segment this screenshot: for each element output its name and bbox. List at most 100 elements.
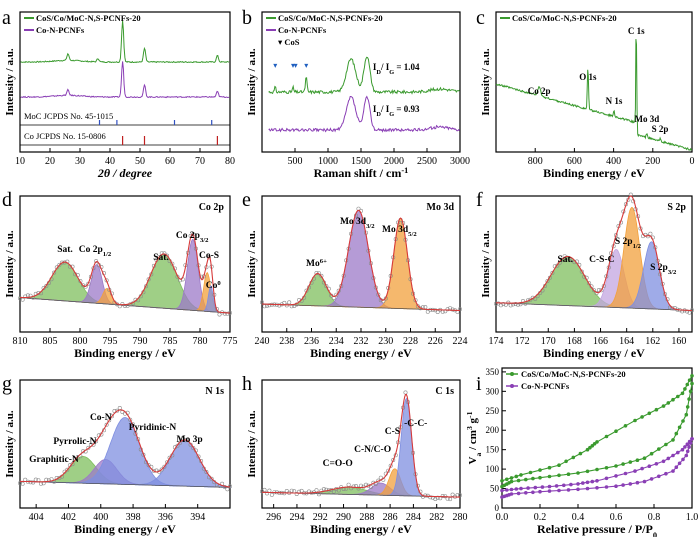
x-tick-label: 200	[645, 156, 660, 167]
isotherm-point	[661, 404, 666, 408]
x-tick-label: 400	[93, 512, 108, 523]
isotherm-point	[509, 487, 514, 492]
raw-data-point	[52, 270, 57, 275]
isotherm-point	[585, 486, 590, 491]
x-axis-label: Binding energy / eV	[543, 346, 645, 360]
raw-data-point	[284, 303, 289, 308]
isotherm-point	[554, 484, 559, 488]
x-tick-label: 168	[567, 336, 582, 347]
isotherm-point	[674, 465, 679, 470]
raw-data-point	[267, 488, 272, 493]
isotherm-point	[677, 425, 682, 430]
x-tick-label: 404	[29, 512, 44, 523]
raw-data-point	[107, 418, 112, 423]
x-tick-label: 170	[541, 336, 556, 347]
panel-letter: g	[2, 373, 12, 395]
x-tick-label: 284	[406, 512, 421, 523]
isotherm-point	[690, 381, 694, 386]
x-tick-label: 795	[103, 336, 118, 347]
raw-data-point	[94, 439, 99, 444]
panel-f: f 174 172 170 168 166 164 162 160 Binding energy …	[476, 189, 694, 360]
raw-data-point	[428, 495, 433, 500]
isotherm-point	[684, 412, 689, 417]
isotherm-point	[640, 415, 644, 419]
raw-data-point	[314, 488, 319, 493]
isotherm-point	[604, 466, 609, 470]
x-tick-label: 2000	[384, 156, 404, 167]
x-tick-label: 800	[73, 336, 88, 347]
x-tick-label: 172	[515, 336, 530, 347]
isotherm-point	[538, 468, 542, 472]
isotherm-point	[685, 442, 690, 447]
isotherm-point	[680, 447, 685, 452]
isotherm-point	[623, 471, 628, 476]
panel-a: a 10 20 30 40 50 60 70 80 2θ / degree Intensity / …	[2, 7, 235, 180]
raw-data-point	[209, 476, 214, 481]
x-tick-label: 232	[354, 336, 369, 347]
isotherm-point	[562, 483, 566, 488]
x-tick-label: 80	[225, 156, 235, 167]
raw-data-point	[319, 273, 324, 278]
peak-label: Co-N	[90, 413, 112, 423]
isotherm-point	[576, 471, 580, 475]
y-tick-label: 300	[486, 386, 500, 396]
panel-i: i 0.0 0.2 0.4 0.6 0.8 1.0 Relative pressure / P…	[465, 367, 699, 537]
raw-data-point	[324, 284, 329, 289]
cos-marker: ▾	[304, 61, 308, 70]
peak-label: C-S-C	[589, 255, 614, 265]
x-tick-label: 20	[45, 156, 55, 167]
raw-data-point	[167, 455, 172, 460]
raw-data-point	[528, 297, 533, 302]
panel-g: g 404 402 400 398 396 394 Binding energy / eV In…	[2, 373, 233, 536]
x-tick-label: 166	[593, 336, 608, 347]
isotherm-point	[683, 445, 687, 449]
isotherm-point	[649, 451, 654, 456]
raw-data-point	[225, 311, 230, 316]
raw-data-point	[65, 467, 70, 472]
raw-data-point	[289, 488, 294, 493]
raw-data-point	[513, 301, 518, 306]
plot-frame	[495, 11, 693, 153]
isotherm-point	[533, 485, 538, 490]
isotherm-point	[519, 473, 523, 477]
x-axis-label: Binding energy / eV	[310, 346, 412, 360]
x-tick-label: 396	[158, 512, 173, 523]
peak-label: Sat.	[557, 255, 573, 265]
y-axis-label: Intensity / a.u.	[4, 48, 16, 115]
raw-data-point	[94, 259, 99, 264]
peak-label: -C-C-	[404, 419, 427, 429]
isotherm-point	[683, 387, 687, 391]
cos-marker: ▾	[273, 61, 277, 70]
peak-label: N 1s	[606, 96, 623, 106]
legend-label: Co-N-PCNFs	[521, 381, 570, 391]
x-tick-label: 780	[193, 336, 208, 347]
y-tick-label: 50	[490, 484, 500, 494]
raw-data-point	[165, 253, 170, 258]
raw-data-point	[596, 287, 601, 292]
isotherm-point	[685, 382, 690, 387]
peak-label: Mo 3d3/2	[340, 217, 375, 230]
y-tick-label: 100	[486, 464, 500, 474]
raw-data-point	[425, 309, 430, 314]
raw-data-point	[109, 414, 114, 419]
isotherm-point	[621, 483, 625, 487]
raw-data-point	[324, 487, 329, 492]
x-tick-label: 402	[61, 512, 76, 523]
raw-data-point	[146, 277, 151, 282]
isotherm-point	[524, 477, 528, 482]
x-tick-label: 1000	[318, 156, 338, 167]
x-tick-label: 174	[489, 336, 504, 347]
raw-data-point	[445, 307, 450, 312]
x-tick-label: 296	[266, 512, 281, 523]
x-tick-label: 2500	[417, 156, 437, 167]
x-tick-label: 790	[133, 336, 148, 347]
y-tick-label: 250	[486, 406, 500, 416]
fit-envelope	[19, 409, 231, 488]
isotherm-point	[681, 457, 685, 462]
isotherm-point	[524, 491, 528, 495]
peak-label: Pyrrolic-N	[53, 437, 96, 447]
panel-letter: d	[2, 189, 12, 211]
isotherm-point	[676, 450, 680, 455]
y-tick-label: 0	[495, 503, 500, 513]
